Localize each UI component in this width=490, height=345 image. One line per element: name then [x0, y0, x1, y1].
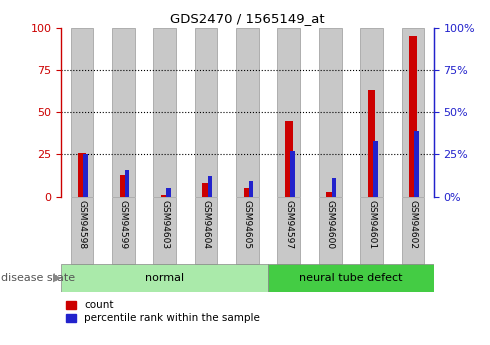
Bar: [360, 197, 383, 264]
Bar: [402, 197, 424, 264]
Bar: [332, 178, 336, 197]
Text: disease state: disease state: [1, 273, 75, 283]
Bar: [326, 191, 334, 197]
Bar: [268, 264, 434, 292]
Bar: [161, 195, 169, 197]
Bar: [202, 183, 210, 197]
Text: neural tube defect: neural tube defect: [299, 273, 403, 283]
Bar: [83, 155, 88, 197]
Title: GDS2470 / 1565149_at: GDS2470 / 1565149_at: [170, 12, 325, 25]
Bar: [277, 28, 300, 197]
Text: GSM94603: GSM94603: [160, 200, 169, 249]
Bar: [409, 36, 416, 197]
Bar: [285, 120, 293, 197]
Bar: [78, 153, 86, 197]
Bar: [125, 170, 129, 197]
Bar: [319, 28, 342, 197]
Text: normal: normal: [145, 273, 184, 283]
Bar: [368, 90, 375, 197]
Bar: [249, 181, 253, 197]
Legend: count, percentile rank within the sample: count, percentile rank within the sample: [67, 300, 260, 323]
Text: GSM94597: GSM94597: [284, 200, 294, 249]
Text: GSM94604: GSM94604: [201, 200, 211, 249]
Bar: [61, 264, 268, 292]
Text: ▶: ▶: [53, 273, 61, 283]
Bar: [290, 151, 295, 197]
Bar: [166, 188, 171, 197]
Bar: [120, 175, 127, 197]
Text: GSM94599: GSM94599: [119, 200, 128, 249]
Bar: [208, 176, 212, 197]
Bar: [277, 197, 300, 264]
Bar: [402, 28, 424, 197]
Text: GSM94605: GSM94605: [243, 200, 252, 249]
Bar: [373, 141, 377, 197]
Text: GSM94602: GSM94602: [409, 200, 417, 249]
Bar: [112, 28, 135, 197]
Bar: [71, 197, 93, 264]
Bar: [71, 28, 93, 197]
Bar: [195, 197, 218, 264]
Bar: [195, 28, 218, 197]
Bar: [244, 188, 251, 197]
Text: GSM94601: GSM94601: [367, 200, 376, 249]
Bar: [236, 28, 259, 197]
Bar: [153, 197, 176, 264]
Bar: [360, 28, 383, 197]
Bar: [319, 197, 342, 264]
Bar: [236, 197, 259, 264]
Bar: [415, 131, 419, 197]
Text: GSM94600: GSM94600: [326, 200, 335, 249]
Text: GSM94598: GSM94598: [77, 200, 86, 249]
Bar: [153, 28, 176, 197]
Bar: [112, 197, 135, 264]
